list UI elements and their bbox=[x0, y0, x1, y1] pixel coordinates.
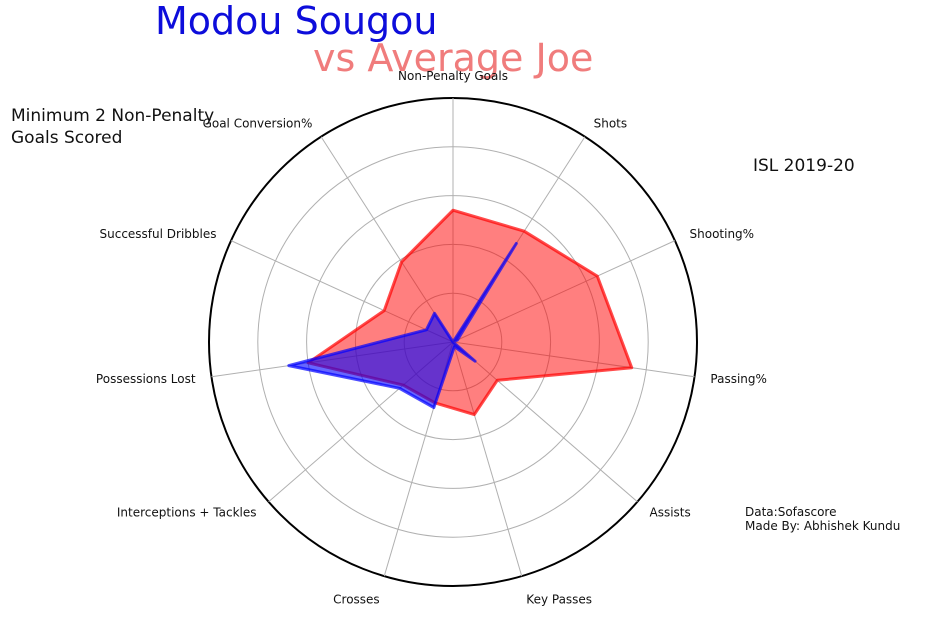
filter-subtitle: Minimum 2 Non-Penalty Goals Scored bbox=[11, 105, 214, 149]
category-label: Key Passes bbox=[526, 593, 592, 607]
category-label: Crosses bbox=[333, 593, 380, 607]
league-label: ISL 2019-20 bbox=[753, 156, 855, 176]
player-title: Modou Sougou bbox=[155, 0, 438, 43]
category-label: Shots bbox=[594, 116, 628, 130]
category-label: Possessions Lost bbox=[96, 372, 196, 386]
data-source: Data:Sofascore bbox=[745, 505, 837, 519]
category-label: Shooting% bbox=[690, 227, 755, 241]
subtitle-line-2: Goals Scored bbox=[11, 128, 123, 148]
credits: Data:Sofascore Made By: Abhishek Kundu bbox=[745, 505, 900, 533]
category-label: Goal Conversion% bbox=[203, 116, 313, 130]
category-label: Interceptions + Tackles bbox=[117, 505, 257, 519]
category-label: Successful Dribbles bbox=[100, 227, 217, 241]
author-credit: Made By: Abhishek Kundu bbox=[745, 519, 901, 533]
category-label: Non-Penalty Goals bbox=[398, 69, 508, 83]
radar-series bbox=[287, 208, 634, 417]
subtitle-line-1: Minimum 2 Non-Penalty bbox=[11, 106, 215, 126]
category-label: Passing% bbox=[710, 372, 767, 386]
player-series-area bbox=[287, 242, 518, 410]
comparison-series-area bbox=[306, 208, 634, 417]
radar-category-labels: Non-Penalty Goals Shots Shooting% Passing% A… bbox=[96, 69, 767, 607]
comparison-title: vs Average Joe bbox=[313, 36, 594, 80]
category-label: Assists bbox=[650, 505, 691, 519]
